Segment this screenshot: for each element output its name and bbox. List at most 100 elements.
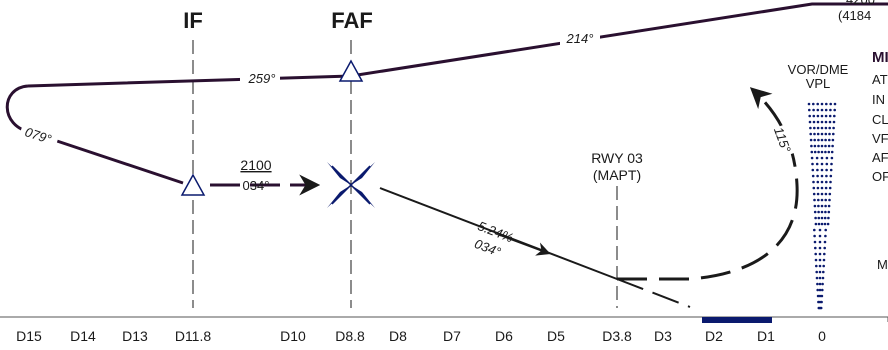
- navaid-dot: [818, 234, 822, 238]
- distance-label: D1: [757, 328, 775, 344]
- navaid-dot: [809, 138, 813, 142]
- navaid-dot: [825, 102, 828, 106]
- navaid-dot: [818, 246, 822, 250]
- navaid-dot: [816, 180, 820, 184]
- navaid-dot: [831, 144, 834, 148]
- navaid-dot: [816, 132, 820, 136]
- navaid-dot: [820, 222, 824, 226]
- navaid-dot: [828, 114, 832, 118]
- right-panel-line-4: VF: [872, 131, 888, 146]
- navaid-dot: [812, 108, 815, 112]
- navaid-dot: [810, 156, 814, 160]
- navaid-dot: [809, 126, 812, 130]
- course-079-label: 079°: [23, 124, 53, 147]
- navaid-dot: [816, 192, 820, 196]
- if-label: IF: [183, 8, 203, 33]
- navaid-dot: [808, 108, 811, 112]
- navaid-dot: [820, 180, 824, 184]
- distance-label: D8: [389, 328, 407, 344]
- navaid-dot: [828, 126, 831, 130]
- navaid-dot: [817, 198, 820, 202]
- navaid-dot: [810, 144, 813, 148]
- navaid-dot: [820, 174, 824, 178]
- right-panel-line-5: AF: [872, 150, 888, 165]
- navaid-dot: [827, 144, 831, 148]
- navaid-dot: [817, 204, 820, 208]
- navaid-dot: [816, 102, 819, 106]
- missed-approach-track: [617, 87, 799, 281]
- right-panel-line-6: OF: [872, 169, 888, 184]
- navaid-dot: [825, 162, 829, 166]
- navaid-dot: [824, 132, 828, 136]
- navaid-dot: [814, 246, 817, 250]
- navaid-dot: [820, 198, 824, 202]
- navaid-dot: [829, 180, 832, 184]
- navaid-dot: [832, 132, 835, 136]
- navaid-dot: [811, 162, 814, 166]
- navaid-dot: [815, 270, 818, 274]
- navaid-dot: [812, 120, 816, 124]
- navaid-dot: [811, 168, 815, 172]
- navaid-dot: [818, 288, 822, 292]
- navaid-dot: [833, 108, 836, 112]
- navaid-dot: [828, 192, 832, 196]
- navaid-dot: [821, 276, 825, 280]
- navaid-dot: [832, 126, 835, 130]
- navaid-dot: [824, 186, 828, 190]
- navaid-dot: [820, 216, 824, 220]
- navaid-dot: [808, 114, 811, 118]
- navaid-dot: [811, 174, 815, 178]
- navaid-dot: [818, 240, 822, 244]
- navaid-dot: [820, 132, 824, 136]
- navaid-dot: [817, 150, 820, 154]
- navaid-dot: [824, 144, 827, 148]
- navaid-dot: [829, 102, 832, 106]
- navaid-dot: [827, 204, 831, 208]
- navaid-dot: [825, 168, 828, 172]
- navaid-dot: [809, 132, 812, 136]
- distance-label: D6: [495, 328, 513, 344]
- navaid-dot: [816, 126, 820, 130]
- navaid-dot: [822, 264, 825, 268]
- navaid-dot: [828, 198, 831, 202]
- navaid-dot: [815, 276, 819, 280]
- distance-scale-highlight-bar: [702, 317, 772, 323]
- navaid-dot: [820, 144, 824, 148]
- navaid-dot: [813, 150, 817, 154]
- navaid-dot: [828, 120, 832, 124]
- navaid-dot: [827, 210, 831, 214]
- navaid-dot: [816, 282, 819, 286]
- navaid-dot: [824, 198, 827, 202]
- navaid-dot: [820, 102, 824, 106]
- distance-label: D15: [16, 328, 42, 344]
- navaid-dot: [829, 108, 832, 112]
- faf-fix-marker: [327, 162, 375, 208]
- navaid-dot: [816, 294, 820, 298]
- navaid-dot: [830, 162, 833, 166]
- navaid-dot: [818, 282, 822, 286]
- navaid-dot: [833, 114, 836, 118]
- right-panel-heading: MI: [872, 49, 888, 66]
- distance-label: 0: [818, 328, 826, 344]
- navaid-dot: [820, 186, 824, 190]
- navaid-dot: [824, 120, 828, 124]
- right-panel-line-3: CL: [872, 112, 888, 127]
- navaid-dot: [817, 216, 821, 220]
- navaid-dot: [818, 228, 822, 232]
- navaid-dot: [807, 102, 811, 106]
- navaid-dot: [815, 162, 819, 166]
- navaid-dot: [828, 186, 832, 190]
- right-panel-line-1: AT: [872, 72, 888, 87]
- navaid-dot: [831, 138, 835, 142]
- navaid-dot: [812, 186, 816, 190]
- navaid-dot: [826, 222, 830, 226]
- final-approach-arrow: [499, 234, 551, 256]
- distance-label: D7: [443, 328, 461, 344]
- navaid-dot: [823, 216, 827, 220]
- navaid-dot: [824, 114, 828, 118]
- navaid-dot: [820, 150, 824, 154]
- navaid-dot: [824, 126, 828, 130]
- navaid-dot: [812, 114, 816, 118]
- if-faf-altitude-label: 2100: [240, 157, 271, 173]
